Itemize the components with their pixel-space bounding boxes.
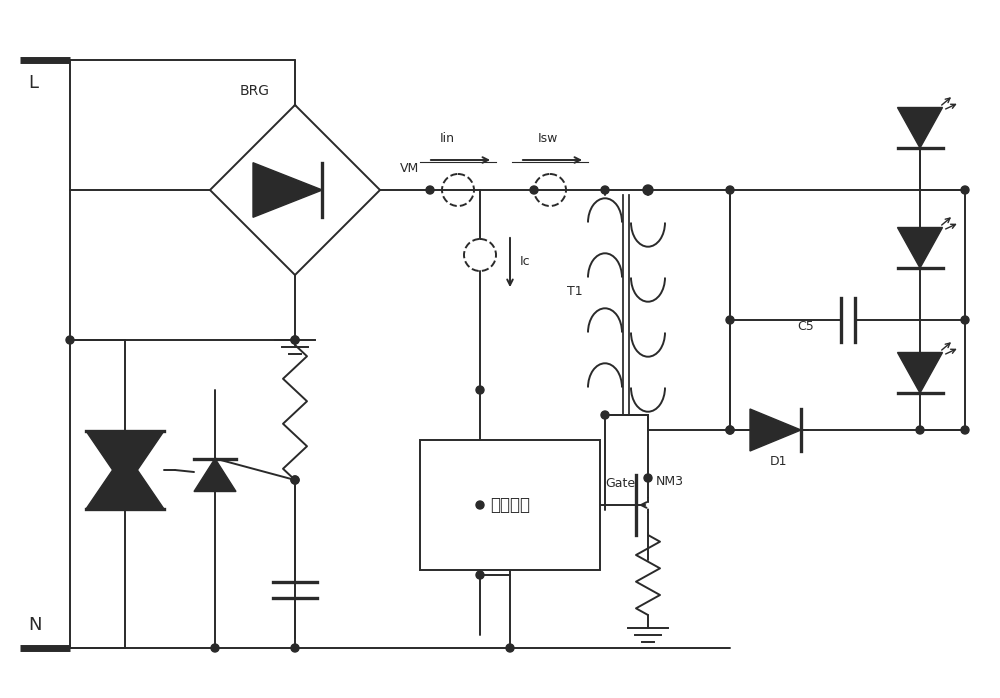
Polygon shape <box>86 452 164 509</box>
Text: D1: D1 <box>770 455 788 468</box>
Polygon shape <box>253 163 322 217</box>
Circle shape <box>726 426 734 434</box>
Polygon shape <box>898 107 942 148</box>
Text: L: L <box>28 74 38 92</box>
Circle shape <box>643 185 653 195</box>
Circle shape <box>291 336 299 344</box>
Polygon shape <box>194 459 236 491</box>
Polygon shape <box>86 431 164 488</box>
Text: Isw: Isw <box>538 132 558 145</box>
Circle shape <box>726 186 734 194</box>
Text: Iin: Iin <box>440 132 455 145</box>
Polygon shape <box>750 409 801 451</box>
Circle shape <box>506 644 514 652</box>
FancyBboxPatch shape <box>420 440 600 570</box>
Circle shape <box>211 644 219 652</box>
Circle shape <box>916 426 924 434</box>
Circle shape <box>426 186 434 194</box>
Circle shape <box>644 474 652 482</box>
Circle shape <box>66 336 74 344</box>
Circle shape <box>726 426 734 434</box>
Circle shape <box>726 316 734 324</box>
Polygon shape <box>898 228 942 268</box>
Circle shape <box>530 186 538 194</box>
Text: N: N <box>28 616 42 634</box>
Circle shape <box>601 186 609 194</box>
Text: Gate: Gate <box>605 477 635 490</box>
Text: C1: C1 <box>438 450 455 463</box>
Circle shape <box>476 571 484 579</box>
Circle shape <box>291 476 299 484</box>
Text: Ic: Ic <box>520 255 531 268</box>
Circle shape <box>961 186 969 194</box>
Circle shape <box>291 644 299 652</box>
Circle shape <box>291 476 299 484</box>
Polygon shape <box>898 352 942 393</box>
Circle shape <box>291 336 299 344</box>
Circle shape <box>961 316 969 324</box>
Circle shape <box>476 501 484 509</box>
Text: NM3: NM3 <box>656 475 684 488</box>
Text: 控制芯片: 控制芯片 <box>490 496 530 514</box>
Circle shape <box>961 426 969 434</box>
Circle shape <box>476 386 484 394</box>
Circle shape <box>601 411 609 419</box>
Circle shape <box>644 186 652 194</box>
Text: C5: C5 <box>798 320 814 333</box>
Text: T1: T1 <box>567 285 583 298</box>
Text: VM: VM <box>400 162 419 175</box>
Text: BRG: BRG <box>240 84 270 98</box>
